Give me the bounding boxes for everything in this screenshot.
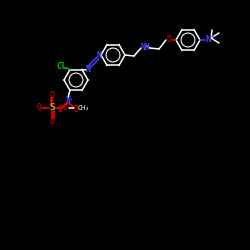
Text: +: + bbox=[211, 33, 215, 39]
Text: O: O bbox=[166, 36, 172, 44]
Text: NH: NH bbox=[140, 42, 150, 51]
Text: N: N bbox=[205, 34, 211, 43]
Text: N: N bbox=[96, 52, 102, 60]
Text: O: O bbox=[74, 105, 78, 114]
Text: ⁻: ⁻ bbox=[58, 110, 62, 116]
Text: O: O bbox=[58, 105, 62, 114]
Text: O: O bbox=[50, 116, 54, 126]
Text: O: O bbox=[62, 104, 68, 112]
Text: ⁻: ⁻ bbox=[37, 109, 41, 115]
Text: O: O bbox=[36, 104, 42, 112]
Text: CH₃: CH₃ bbox=[78, 105, 90, 111]
Text: N: N bbox=[66, 96, 70, 105]
Text: +: + bbox=[70, 96, 72, 101]
Text: Cl: Cl bbox=[56, 62, 66, 71]
Text: O: O bbox=[50, 90, 54, 100]
Text: ⁻: ⁻ bbox=[54, 122, 58, 128]
Text: S: S bbox=[49, 104, 55, 112]
Text: N: N bbox=[86, 64, 90, 74]
